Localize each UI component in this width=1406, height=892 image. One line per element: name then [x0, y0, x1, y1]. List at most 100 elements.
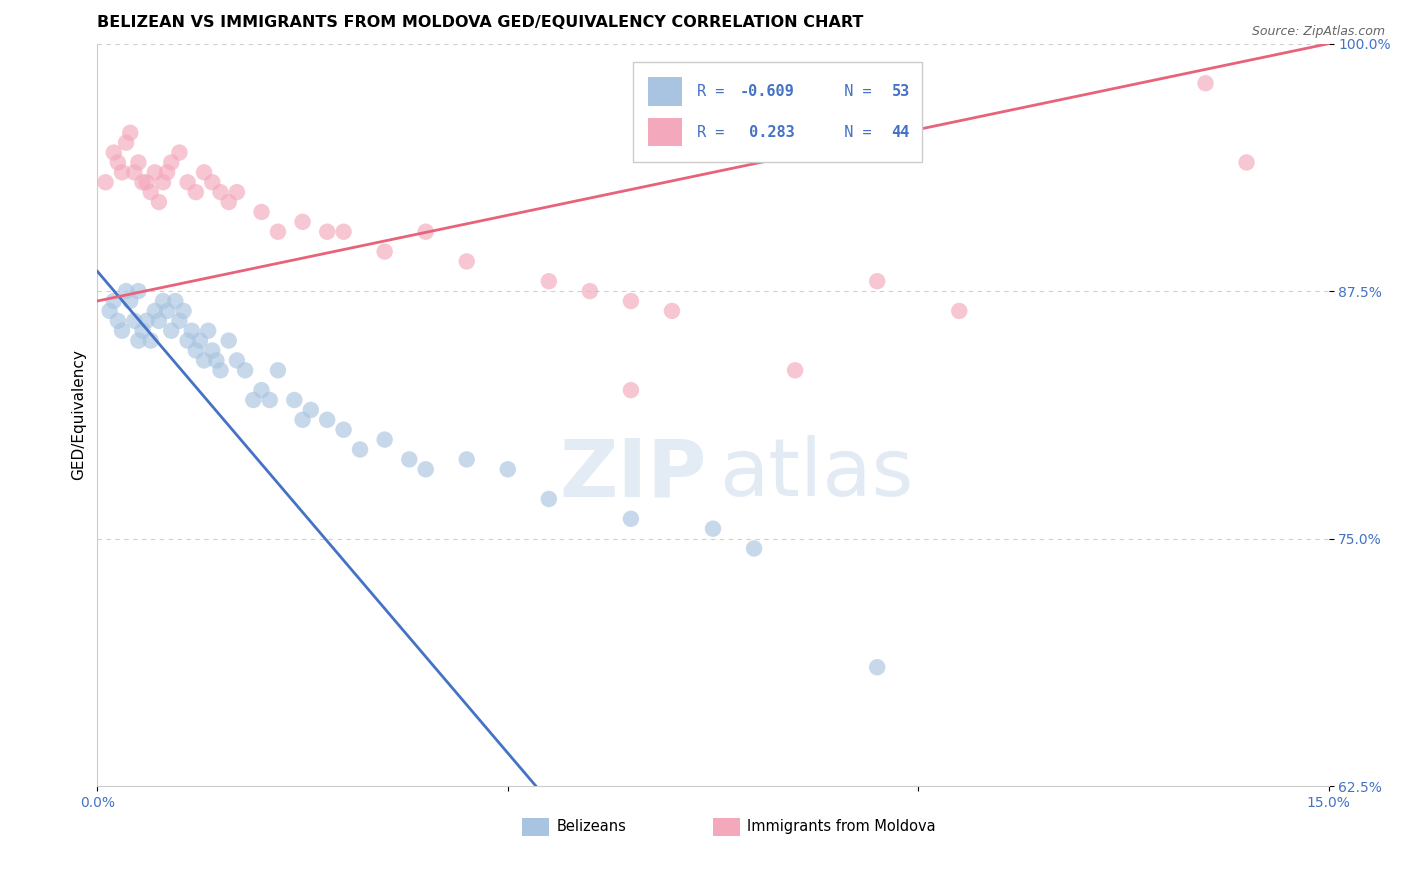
Point [374, 244, 396, 259]
Bar [713, 818, 740, 836]
Point [131, 175, 153, 189]
Point [250, 205, 273, 219]
Point [456, 254, 478, 268]
Point [218, 195, 240, 210]
Point [120, 293, 142, 308]
Point [316, 413, 339, 427]
Point [948, 304, 970, 318]
Text: Belizeans: Belizeans [557, 820, 627, 834]
Bar [633, 62, 922, 162]
Point [866, 660, 889, 674]
Point [160, 324, 183, 338]
Point [176, 175, 198, 189]
Point [169, 145, 191, 160]
Point [152, 293, 174, 308]
Point [143, 304, 166, 318]
Point [496, 462, 519, 476]
Bar [522, 818, 550, 836]
Point [131, 324, 153, 338]
Text: atlas: atlas [718, 435, 914, 513]
Text: 53: 53 [891, 84, 910, 99]
Bar [648, 119, 682, 146]
Point [197, 324, 219, 338]
Point [242, 392, 264, 407]
Point [218, 334, 240, 348]
Point [866, 274, 889, 288]
Point [98, 304, 121, 318]
Text: Immigrants from Moldova: Immigrants from Moldova [748, 820, 936, 834]
Text: Source: ZipAtlas.com: Source: ZipAtlas.com [1251, 25, 1385, 38]
Point [398, 452, 420, 467]
Point [176, 334, 198, 348]
Point [139, 334, 162, 348]
Point [209, 185, 232, 199]
Point [127, 334, 149, 348]
Bar [648, 78, 682, 105]
Text: 0.283: 0.283 [740, 125, 794, 140]
Point [135, 175, 157, 189]
Point [702, 522, 724, 536]
Point [103, 293, 125, 308]
Text: R =: R = [697, 84, 734, 99]
Point [267, 363, 290, 377]
Point [537, 491, 560, 506]
Point [283, 392, 305, 407]
Point [267, 225, 290, 239]
Point [620, 512, 643, 526]
Point [332, 423, 354, 437]
Point [156, 304, 179, 318]
Point [180, 324, 202, 338]
Y-axis label: GED/Equivalency: GED/Equivalency [72, 350, 86, 480]
Point [205, 353, 228, 368]
Point [537, 274, 560, 288]
Text: N =: N = [827, 84, 882, 99]
Point [259, 392, 281, 407]
Point [233, 363, 256, 377]
Text: R =: R = [697, 125, 734, 140]
Point [94, 175, 117, 189]
Point [103, 145, 125, 160]
Point [135, 314, 157, 328]
Point [107, 314, 129, 328]
Point [156, 165, 179, 179]
Point [127, 155, 149, 169]
Point [111, 165, 134, 179]
Point [349, 442, 371, 457]
Point [1194, 76, 1216, 90]
Point [299, 403, 322, 417]
Point [139, 185, 162, 199]
Point [111, 324, 134, 338]
Point [291, 215, 314, 229]
Point [456, 452, 478, 467]
Point [152, 175, 174, 189]
Point [620, 383, 643, 397]
Text: 44: 44 [891, 125, 910, 140]
Point [148, 314, 170, 328]
Point [124, 314, 146, 328]
Point [209, 363, 232, 377]
Point [169, 314, 191, 328]
Text: BELIZEAN VS IMMIGRANTS FROM MOLDOVA GED/EQUIVALENCY CORRELATION CHART: BELIZEAN VS IMMIGRANTS FROM MOLDOVA GED/… [97, 15, 863, 30]
Point [415, 462, 437, 476]
Point [250, 383, 273, 397]
Point [124, 165, 146, 179]
Point [1236, 155, 1258, 169]
Point [127, 284, 149, 298]
Point [184, 185, 207, 199]
Point [143, 165, 166, 179]
Point [620, 293, 643, 308]
Point [173, 304, 195, 318]
Point [184, 343, 207, 358]
Point [165, 293, 187, 308]
Point [225, 353, 247, 368]
Point [225, 185, 247, 199]
Point [107, 155, 129, 169]
Point [115, 136, 138, 150]
Text: N =: N = [827, 125, 882, 140]
Point [120, 126, 142, 140]
Point [374, 433, 396, 447]
Point [783, 363, 806, 377]
Text: ZIP: ZIP [560, 435, 707, 513]
Point [160, 155, 183, 169]
Point [948, 878, 970, 892]
